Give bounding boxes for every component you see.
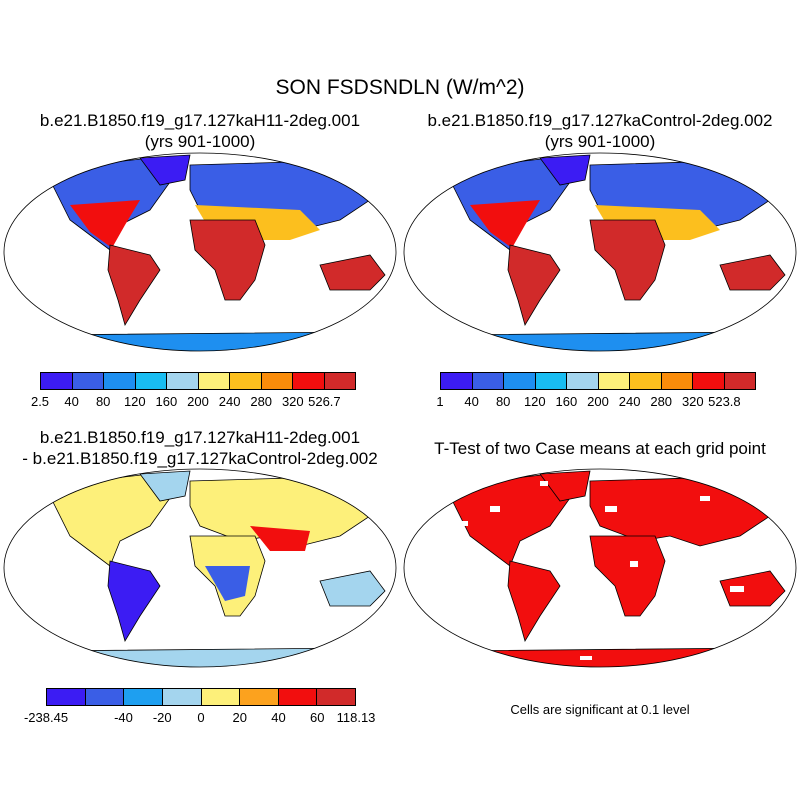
colorbar-label: 40	[64, 394, 79, 409]
greenland	[139, 154, 191, 186]
colorbar-box	[472, 373, 504, 389]
north-america-south	[470, 200, 540, 248]
colorbar-label: 160	[155, 394, 178, 409]
colorbar-box	[124, 689, 163, 705]
panel1-title: b.e21.B1850.f19_g17.127kaH11-2deg.001 (y…	[0, 110, 400, 152]
antarctica	[39, 331, 361, 351]
colorbar-box	[47, 689, 86, 705]
colorbar-label: 2.5	[30, 394, 50, 409]
colorbar-label: 240	[218, 394, 241, 409]
colorbar-box	[162, 689, 202, 705]
australia	[719, 570, 786, 607]
colorbar-box	[441, 373, 473, 389]
colorbar-box	[41, 373, 73, 389]
colorbar-box	[261, 373, 293, 389]
africa	[189, 219, 266, 301]
colorbar-box	[504, 373, 536, 389]
colorbar-boxes	[40, 372, 356, 390]
colorbar-boxes	[440, 372, 756, 390]
colorbar-box	[567, 373, 599, 389]
colorbar-label: 526.7	[308, 394, 341, 409]
panel3-title-line1: b.e21.B1850.f19_g17.127kaH11-2deg.001	[39, 428, 361, 447]
panel2-title-line2: (yrs 901-1000)	[544, 132, 656, 151]
colorbar-label: 200	[187, 394, 209, 409]
colorbar-label: 523.8	[708, 394, 741, 409]
colorbar-label: 118.13	[336, 710, 376, 725]
south-america	[107, 244, 161, 327]
colorbar-box	[535, 373, 567, 389]
colorbar-label: -20	[152, 710, 172, 725]
colorbar-label: 240	[618, 394, 641, 409]
panel2-title-line1: b.e21.B1850.f19_g17.127kaControl-2deg.00…	[427, 111, 773, 130]
colorbar-label: 80	[95, 394, 111, 409]
panel1-title-line2: (yrs 901-1000)	[144, 132, 256, 151]
north-america-south	[70, 200, 140, 248]
colorbar-label: 120	[523, 394, 546, 409]
south-america	[107, 560, 161, 643]
australia	[319, 254, 386, 291]
panel4-title: T-Test of two Case means at each grid po…	[434, 439, 766, 458]
map-panel1	[3, 152, 397, 352]
colorbar-box	[724, 373, 755, 389]
colorbar-box	[104, 373, 136, 389]
antarctica	[439, 331, 761, 351]
colorbar-label: 320	[281, 394, 304, 409]
colorbar-box	[201, 689, 241, 705]
significance-note: Cells are significant at 0.1 level	[510, 702, 690, 717]
colorbar-label: 280	[650, 394, 673, 409]
greenland	[139, 470, 191, 502]
colorbar-box	[293, 373, 325, 389]
figure-title: SON FSDSNDLN (W/m^2)	[275, 76, 525, 99]
colorbar-box	[167, 373, 199, 389]
map-panel2	[403, 152, 797, 352]
colorbar-label: 80	[495, 394, 511, 409]
colorbar-box	[72, 373, 104, 389]
map-panel3	[3, 468, 397, 668]
colorbar-label: 200	[587, 394, 609, 409]
colorbar-label: 160	[555, 394, 578, 409]
eurasia-south	[250, 526, 310, 551]
colorbar-box	[230, 373, 262, 389]
colorbar-label: -238.45	[23, 710, 69, 725]
map-panel4	[403, 468, 797, 668]
colorbar-label: 0	[197, 710, 205, 725]
colorbar-box	[317, 689, 355, 705]
south-america	[507, 560, 561, 643]
colorbar-box	[661, 373, 693, 389]
colorbar-box	[240, 689, 279, 705]
south-america	[507, 244, 561, 327]
panel2-title: b.e21.B1850.f19_g17.127kaControl-2deg.00…	[400, 110, 800, 152]
colorbar-boxes	[46, 688, 356, 706]
panel1-title-line1: b.e21.B1850.f19_g17.127kaH11-2deg.001	[39, 111, 361, 130]
colorbar-box	[198, 373, 230, 389]
antarctica	[439, 647, 761, 667]
insignificant-cells	[460, 481, 744, 660]
colorbar-box	[278, 689, 318, 705]
colorbar-box	[85, 689, 125, 705]
panel3-title: b.e21.B1850.f19_g17.127kaH11-2deg.001 - …	[0, 427, 400, 469]
africa	[589, 219, 666, 301]
colorbar-label: 320	[681, 394, 704, 409]
colorbar-label: 60	[310, 710, 325, 725]
colorbar-box	[693, 373, 725, 389]
australia	[319, 570, 386, 607]
colorbar-label: 1	[436, 394, 444, 409]
colorbar-label: 120	[123, 394, 146, 409]
antarctica	[39, 647, 361, 667]
colorbar-label: -40	[114, 710, 133, 725]
colorbar-label: 40	[271, 710, 286, 725]
africa-central	[205, 566, 250, 601]
panel3-title-line2: - b.e21.B1850.f19_g17.127kaControl-2deg.…	[22, 449, 378, 468]
colorbar-label: 40	[464, 394, 479, 409]
greenland	[539, 470, 591, 502]
colorbar-box	[324, 373, 355, 389]
greenland	[539, 154, 591, 186]
australia	[719, 254, 786, 291]
colorbar-box	[630, 373, 662, 389]
africa	[589, 535, 666, 617]
colorbar-label: 280	[250, 394, 273, 409]
colorbar-box	[598, 373, 630, 389]
colorbar-box	[135, 373, 167, 389]
colorbar-label: 20	[232, 710, 247, 725]
